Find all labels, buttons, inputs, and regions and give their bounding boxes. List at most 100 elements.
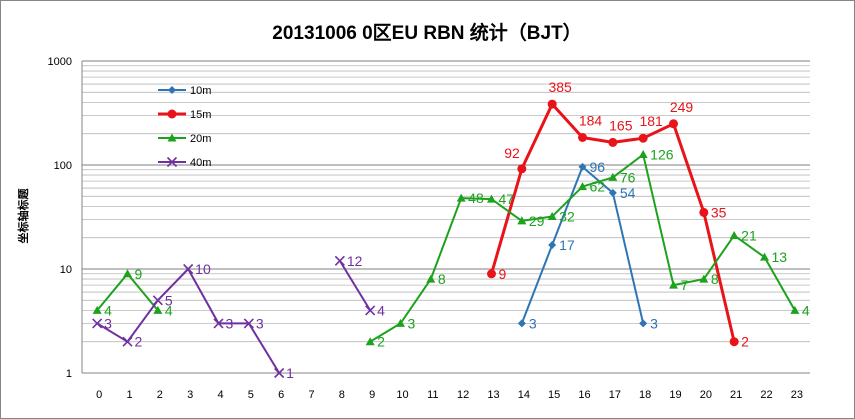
data-point (638, 133, 648, 143)
data-point (517, 216, 527, 225)
x-tick-label: 2 (157, 389, 163, 401)
y-tick-label: 10 (60, 264, 72, 276)
data-point (396, 318, 405, 327)
data-label-15m: 92 (504, 145, 520, 161)
data-point (639, 319, 648, 328)
data-point (213, 318, 224, 329)
data-label-40m: 2 (135, 334, 143, 350)
data-point (123, 269, 132, 278)
legend-item-40m: 40m (158, 156, 211, 169)
data-point (517, 319, 526, 328)
gridlines (82, 60, 810, 374)
x-tick-label: 23 (791, 389, 803, 401)
data-point (669, 280, 678, 289)
data-point (638, 150, 648, 159)
series-10m (517, 162, 648, 328)
data-point (699, 207, 709, 217)
data-point (729, 337, 739, 347)
data-point (487, 269, 496, 279)
x-tick-label: 13 (487, 389, 499, 401)
data-point (608, 137, 618, 147)
data-label-40m: 10 (195, 261, 211, 277)
data-point (760, 252, 769, 261)
x-tick-label: 18 (639, 389, 651, 401)
legend-label: 40m (190, 157, 211, 169)
x-tick-label: 15 (548, 389, 560, 401)
data-label-15m: 2 (741, 334, 749, 350)
legend-item-10m: 10m (158, 85, 211, 97)
data-point (578, 132, 587, 142)
data-label-20m: 13 (772, 249, 788, 265)
data-label-40m: 3 (256, 315, 264, 331)
data-label-40m: 5 (165, 292, 173, 308)
data-point (547, 211, 557, 220)
x-tick-label: 11 (427, 389, 438, 401)
x-tick-label: 8 (339, 389, 345, 401)
data-point (426, 274, 436, 283)
x-tick-label: 14 (518, 389, 530, 401)
legend: 10m 15m 20m 40m (158, 85, 211, 169)
data-point (166, 156, 178, 168)
data-point (365, 337, 375, 346)
data-label-10m: 17 (559, 237, 575, 253)
data-label-20m: 48 (468, 190, 484, 206)
x-tick-label: 10 (396, 389, 408, 401)
data-point (153, 305, 163, 314)
legend-label: 20m (190, 133, 211, 145)
data-label-20m: 21 (741, 227, 757, 243)
data-label-40m: 1 (286, 365, 294, 381)
series-20m (92, 150, 800, 346)
data-label-15m: 184 (579, 112, 603, 128)
data-label-20m: 8 (438, 271, 446, 287)
data-label-15m: 165 (609, 117, 633, 133)
data-point (274, 367, 285, 379)
x-tick-label: 1 (126, 389, 132, 401)
y-tick-labels: 1 10 100 1000 (48, 56, 72, 380)
data-point (517, 164, 527, 174)
x-tick-label: 16 (578, 389, 590, 401)
data-label-40m: 3 (104, 315, 112, 331)
data-point (729, 230, 739, 239)
x-tick-label: 6 (278, 389, 284, 401)
data-label-20m: 2 (377, 334, 385, 350)
data-point (92, 305, 102, 314)
axes (81, 61, 810, 374)
x-tick-label: 20 (700, 389, 712, 401)
data-point (669, 119, 678, 129)
data-label-20m: 76 (620, 169, 636, 185)
chart-title: 20131006 0区EU RBN 统计（BJT） (272, 21, 581, 44)
data-label-20m: 4 (802, 302, 810, 318)
data-label-20m: 126 (650, 147, 674, 163)
x-tick-label: 21 (730, 389, 742, 401)
data-label-15m: 385 (548, 79, 572, 95)
x-tick-label: 5 (248, 389, 254, 401)
data-point (790, 305, 800, 314)
data-label-20m: 7 (681, 277, 689, 293)
data-label-15m: 9 (499, 266, 507, 282)
data-label-20m: 4 (165, 302, 173, 318)
legend-label: 15m (190, 109, 211, 121)
legend-item-20m: 20m (158, 133, 211, 145)
data-label-10m: 54 (620, 185, 636, 201)
data-point (92, 318, 103, 329)
x-tick-label: 12 (457, 389, 469, 401)
x-tick-label: 22 (760, 389, 772, 401)
x-tick-label: 9 (369, 389, 375, 401)
data-label-10m: 3 (650, 315, 658, 331)
x-tick-label: 19 (669, 389, 681, 401)
y-axis-label: 坐标轴标题 (16, 188, 30, 244)
data-point (547, 99, 557, 109)
data-point (167, 133, 177, 142)
x-tick-label: 3 (187, 389, 193, 401)
data-label-20m: 62 (590, 179, 606, 195)
data-point (456, 193, 466, 202)
data-point (168, 86, 176, 94)
series-40m (92, 255, 376, 379)
data-point (548, 241, 557, 250)
data-label-15m: 35 (711, 204, 727, 220)
data-label-20m: 8 (711, 271, 719, 287)
data-point (365, 305, 376, 316)
data-point (608, 172, 618, 181)
x-tick-label: 7 (308, 389, 314, 401)
y-tick-label: 1 (66, 368, 72, 380)
